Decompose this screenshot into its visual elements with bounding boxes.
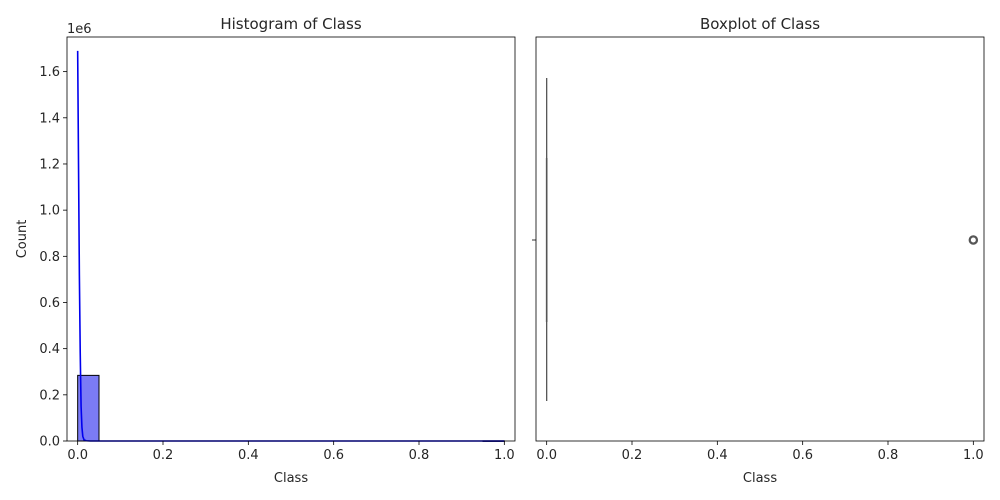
histogram-y-tick-label-1: 0.2 bbox=[39, 388, 60, 403]
boxplot-x-tick-label-0: 0.0 bbox=[536, 448, 557, 463]
histogram-y-tick-label-3: 0.6 bbox=[39, 296, 60, 311]
histogram-y-tick-label-2: 0.4 bbox=[39, 342, 60, 357]
histogram-y-tick-label-6: 1.2 bbox=[39, 157, 60, 172]
boxplot-x-ticks: 0.0 0.2 0.4 0.6 0.8 1.0 bbox=[536, 441, 984, 463]
histogram-panel: Histogram of Class 1e6 0.0 0.2 0.4 0.6 0.8 1.… bbox=[15, 15, 516, 486]
histogram-y-tick-label-0: 0.0 bbox=[39, 435, 60, 450]
histogram-x-tick-label-2: 0.4 bbox=[238, 448, 259, 463]
boxplot-x-tick-label-3: 0.6 bbox=[792, 448, 813, 463]
histogram-title: Histogram of Class bbox=[220, 15, 361, 33]
histogram-y-tick-label-7: 1.4 bbox=[39, 111, 60, 126]
boxplot-panel: Boxplot of Class 0.0 0.2 0.4 0.6 0.8 1.0 Clas… bbox=[532, 15, 985, 486]
boxplot-plot-frame bbox=[535, 36, 985, 442]
histogram-y-label: Count bbox=[15, 220, 30, 259]
boxplot-outlier-0 bbox=[968, 235, 979, 245]
histogram-x-tick-label-1: 0.2 bbox=[153, 448, 174, 463]
boxplot-marks bbox=[545, 78, 979, 401]
histogram-y-ticks: 0.0 0.2 0.4 0.6 0.8 1.0 1.2 1.4 1.6 bbox=[39, 65, 67, 450]
histogram-y-tick-label-5: 1.0 bbox=[39, 204, 60, 219]
boxplot-x-tick-label-2: 0.4 bbox=[707, 448, 728, 463]
histogram-x-label: Class bbox=[274, 471, 308, 486]
boxplot-x-label: Class bbox=[743, 471, 777, 486]
boxplot-outlier-inner-0 bbox=[969, 236, 977, 244]
histogram-x-tick-label-0: 0.0 bbox=[67, 448, 88, 463]
kde-line bbox=[76, 50, 505, 442]
histogram-x-tick-label-3: 0.6 bbox=[323, 448, 344, 463]
histogram-plot-frame bbox=[66, 36, 516, 442]
histogram-x-tick-label-5: 1.0 bbox=[494, 448, 515, 463]
boxplot-title: Boxplot of Class bbox=[700, 15, 820, 33]
histogram-x-tick-label-4: 0.8 bbox=[409, 448, 430, 463]
histogram-x-ticks: 0.0 0.2 0.4 0.6 0.8 1.0 bbox=[67, 441, 515, 463]
histogram-marks bbox=[76, 50, 505, 442]
boxplot-x-tick-label-4: 0.8 bbox=[878, 448, 899, 463]
boxplot-x-tick-label-5: 1.0 bbox=[963, 448, 984, 463]
y-offset-text: 1e6 bbox=[67, 22, 92, 37]
boxplot-x-tick-label-1: 0.2 bbox=[622, 448, 643, 463]
histogram-y-tick-label-8: 1.6 bbox=[39, 65, 60, 80]
histogram-y-tick-label-4: 0.8 bbox=[39, 250, 60, 265]
